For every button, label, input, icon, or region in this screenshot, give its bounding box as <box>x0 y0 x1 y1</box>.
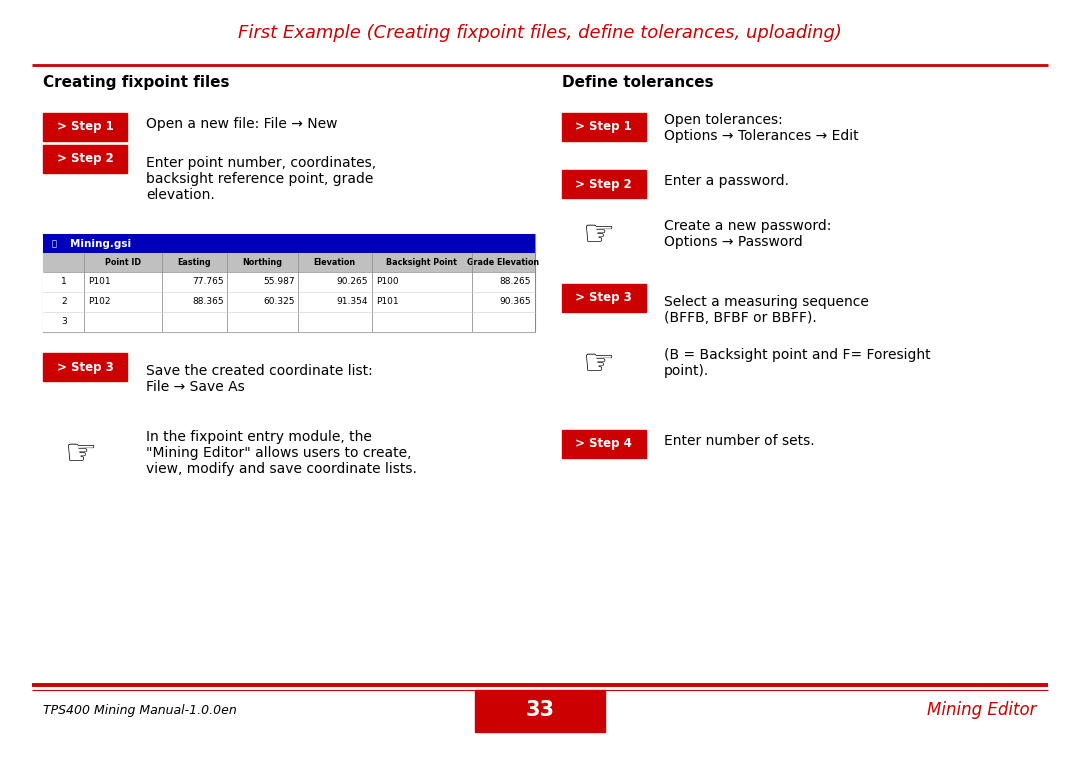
Bar <box>43 353 127 381</box>
Text: 60.325: 60.325 <box>264 297 295 306</box>
Text: Elevation: Elevation <box>313 258 356 267</box>
Text: (B = Backsight point and F= Foresight
point).: (B = Backsight point and F= Foresight po… <box>664 348 931 379</box>
Text: Creating fixpoint files: Creating fixpoint files <box>43 74 230 90</box>
Text: TPS400 Mining Manual-1.0.0en: TPS400 Mining Manual-1.0.0en <box>43 704 237 717</box>
Bar <box>43 292 535 312</box>
Text: Save the created coordinate list:
File → Save As: Save the created coordinate list: File →… <box>146 364 373 394</box>
Bar <box>562 284 646 312</box>
Text: > Step 2: > Step 2 <box>57 153 113 165</box>
Text: Open a new file: File → New: Open a new file: File → New <box>146 117 337 131</box>
Bar <box>475 690 605 732</box>
Text: Select a measuring sequence
(BFFB, BFBF or BBFF).: Select a measuring sequence (BFFB, BFBF … <box>664 295 869 325</box>
Text: > Step 3: > Step 3 <box>57 361 113 373</box>
Text: Grade Elevation: Grade Elevation <box>468 258 539 267</box>
Bar <box>43 145 127 173</box>
Bar <box>562 170 646 198</box>
Text: 77.765: 77.765 <box>192 277 224 286</box>
Bar <box>43 113 127 141</box>
Bar <box>43 234 535 332</box>
Text: Enter number of sets.: Enter number of sets. <box>664 434 814 448</box>
Bar <box>43 272 535 292</box>
Text: > Step 2: > Step 2 <box>576 178 632 190</box>
Text: > Step 1: > Step 1 <box>576 121 632 133</box>
Text: > Step 3: > Step 3 <box>576 292 632 304</box>
Text: > Step 4: > Step 4 <box>576 438 632 450</box>
Bar <box>562 113 646 141</box>
Text: ☞: ☞ <box>583 217 616 251</box>
Text: P100: P100 <box>376 277 399 286</box>
Text: 91.354: 91.354 <box>337 297 368 306</box>
Text: 📄: 📄 <box>52 240 57 248</box>
Text: First Example (Creating fixpoint files, define tolerances, uploading): First Example (Creating fixpoint files, … <box>238 24 842 42</box>
Text: Create a new password:
Options → Password: Create a new password: Options → Passwor… <box>664 219 832 250</box>
Text: 88.365: 88.365 <box>192 297 224 306</box>
Text: 90.365: 90.365 <box>500 297 531 306</box>
Text: P102: P102 <box>89 297 111 306</box>
Text: ☞: ☞ <box>583 346 616 380</box>
Text: 3: 3 <box>60 317 67 326</box>
Text: Open tolerances:
Options → Tolerances → Edit: Open tolerances: Options → Tolerances → … <box>664 113 859 143</box>
Text: Define tolerances: Define tolerances <box>562 74 713 90</box>
Text: 2: 2 <box>60 297 67 306</box>
Text: P101: P101 <box>89 277 111 286</box>
Text: In the fixpoint entry module, the
"Mining Editor" allows users to create,
view, : In the fixpoint entry module, the "Minin… <box>146 430 417 476</box>
Text: Backsight Point: Backsight Point <box>387 258 457 267</box>
Bar <box>43 253 535 272</box>
Text: 33: 33 <box>526 700 554 720</box>
Text: Point ID: Point ID <box>105 258 141 267</box>
Bar <box>43 234 535 253</box>
Text: 88.265: 88.265 <box>500 277 531 286</box>
Text: Easting: Easting <box>177 258 212 267</box>
Text: ☞: ☞ <box>65 436 97 470</box>
Text: Mining.gsi: Mining.gsi <box>70 239 132 249</box>
Text: > Step 1: > Step 1 <box>57 121 113 133</box>
Bar <box>43 312 535 332</box>
Bar <box>562 430 646 458</box>
Text: Northing: Northing <box>242 258 283 267</box>
Text: 90.265: 90.265 <box>337 277 368 286</box>
Text: 55.987: 55.987 <box>264 277 295 286</box>
Text: Mining Editor: Mining Editor <box>928 701 1037 720</box>
Text: 1: 1 <box>60 277 67 286</box>
Text: Enter a password.: Enter a password. <box>664 174 789 188</box>
Text: Enter point number, coordinates,
backsight reference point, grade
elevation.: Enter point number, coordinates, backsig… <box>146 156 376 202</box>
Text: P101: P101 <box>376 297 399 306</box>
